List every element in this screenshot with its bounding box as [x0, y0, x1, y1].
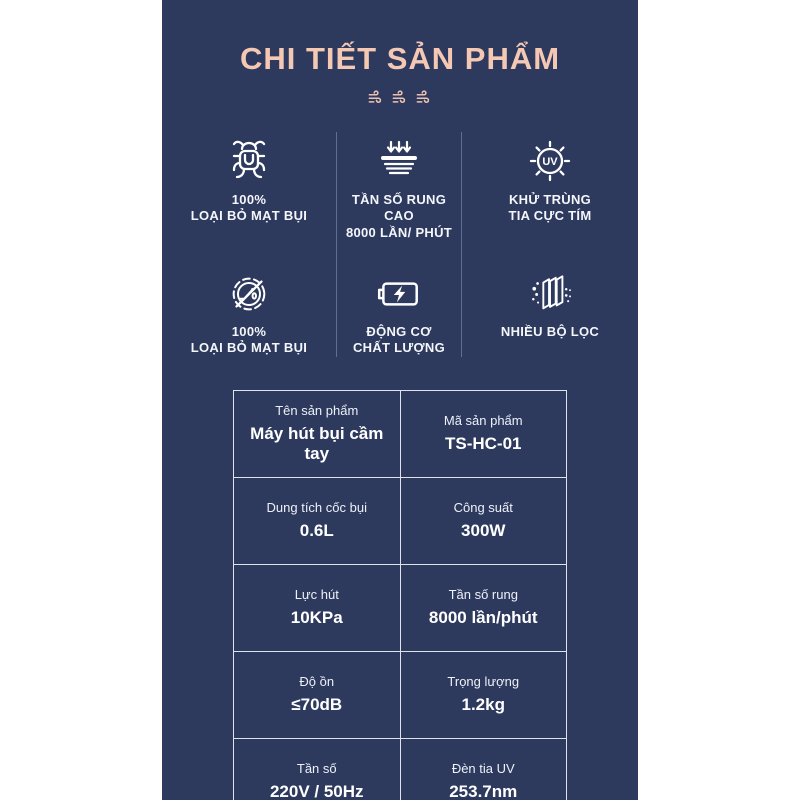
feature-label: 8000 LẦN/ PHÚT — [345, 224, 453, 240]
spec-label: Tên sản phẩm — [275, 403, 359, 419]
wind-icon — [415, 89, 434, 106]
wind-icon — [367, 89, 386, 106]
feature-label: CHẤT LƯỢNG — [352, 340, 446, 356]
multi-filter-icon — [526, 272, 574, 316]
feature-label: TẦN SỐ RUNG CAO — [351, 192, 447, 224]
spec-value: TS-HC-01 — [444, 434, 522, 454]
spec-value: 0.6L — [299, 521, 334, 541]
feature-uv-sterilize: UV KHỬ TRÙNG TIA CỰC TÍM — [462, 132, 638, 244]
spec-value: 10KPa — [290, 608, 343, 628]
spec-value: ≤70dB — [291, 695, 343, 715]
spec-cell-uv-lamp: Đèn tia UV 253.7nm — [399, 737, 567, 800]
spec-value: 1.2kg — [461, 695, 505, 715]
spec-cell-vibration-freq: Tần số rung 8000 lần/phút — [399, 563, 567, 652]
dust-mite-icon — [225, 137, 273, 185]
spec-label: Tần số — [296, 761, 337, 777]
spec-value: 300W — [461, 521, 506, 541]
page-title: CHI TIẾT SẢN PHẨM — [239, 41, 561, 76]
feature-label: NHIỀU BỘ LỌC — [500, 324, 600, 340]
product-detail-panel: CHI TIẾT SẢN PHẨM — [162, 0, 638, 800]
feature-label: 100% — [231, 192, 267, 208]
table-row: Dung tích cốc bụi 0.6L Công suất 300W — [233, 476, 567, 565]
feature-label: 100% — [231, 324, 267, 340]
spec-label: Lực hút — [294, 587, 339, 603]
spec-value: 253.7nm — [449, 782, 518, 800]
spec-value: 220V / 50Hz — [269, 782, 364, 800]
spec-cell-suction: Lực hút 10KPa — [233, 563, 401, 652]
wind-icon — [391, 89, 410, 106]
spec-table: Tên sản phẩm Máy hút bụi cầm tay Mã sản … — [233, 389, 567, 800]
table-row: Tần số 220V / 50Hz Đèn tia UV 253.7nm — [233, 737, 567, 800]
feature-grid: 100% LOẠI BỎ MẠT BỤI TẦN SỐ RUNG CAO 800… — [162, 132, 638, 357]
feature-no-dust-mite: 100% LOẠI BỎ MẠT BỤI — [162, 244, 336, 357]
spec-label: Mã sản phẩm — [443, 413, 523, 429]
spec-label: Độ ồn — [299, 674, 335, 690]
spec-cell-noise: Độ ồn ≤70dB — [233, 650, 401, 739]
spec-cell-power: Công suất 300W — [399, 476, 567, 565]
spec-cell-dust-capacity: Dung tích cốc bụi 0.6L — [233, 476, 401, 565]
feature-motor: ĐỘNG CƠ CHẤT LƯỢNG — [336, 244, 462, 357]
uv-sterilize-icon: UV — [526, 137, 574, 185]
vibration-icon — [375, 137, 423, 185]
no-dust-mite-icon — [226, 272, 272, 316]
table-row: Độ ồn ≤70dB Trọng lượng 1.2kg — [233, 650, 567, 739]
title-decoration — [162, 89, 638, 106]
feature-dust-mite: 100% LOẠI BỎ MẠT BỤI — [162, 132, 336, 244]
feature-multi-filter: NHIỀU BỘ LỌC — [462, 244, 638, 357]
spec-cell-product-code: Mã sản phẩm TS-HC-01 — [399, 389, 567, 478]
feature-label: LOẠI BỎ MẠT BỤI — [190, 340, 308, 356]
spec-cell-product-name: Tên sản phẩm Máy hút bụi cầm tay — [233, 389, 401, 478]
table-row: Lực hút 10KPa Tần số rung 8000 lần/phút — [233, 563, 567, 652]
svg-text:UV: UV — [542, 156, 558, 168]
spec-value: 8000 lần/phút — [428, 608, 538, 628]
feature-label: LOẠI BỎ MẠT BỤI — [190, 208, 308, 224]
table-row: Tên sản phẩm Máy hút bụi cầm tay Mã sản … — [233, 389, 567, 478]
spec-label: Tần số rung — [448, 587, 518, 603]
feature-label: TIA CỰC TÍM — [508, 208, 592, 224]
spec-cell-weight: Trọng lượng 1.2kg — [399, 650, 567, 739]
spec-label: Dung tích cốc bụi — [266, 500, 367, 516]
spec-label: Trọng lượng — [447, 674, 520, 690]
spec-label: Đèn tia UV — [451, 761, 515, 777]
spec-value: Máy hút bụi cầm tay — [250, 424, 384, 464]
feature-vibration: TẦN SỐ RUNG CAO 8000 LẦN/ PHÚT — [336, 132, 462, 245]
spec-label: Công suất — [453, 500, 513, 516]
feature-label: ĐỘNG CƠ — [366, 324, 432, 340]
battery-motor-icon — [374, 272, 424, 316]
feature-label: KHỬ TRÙNG — [508, 192, 592, 208]
spec-cell-frequency: Tần số 220V / 50Hz — [233, 737, 401, 800]
